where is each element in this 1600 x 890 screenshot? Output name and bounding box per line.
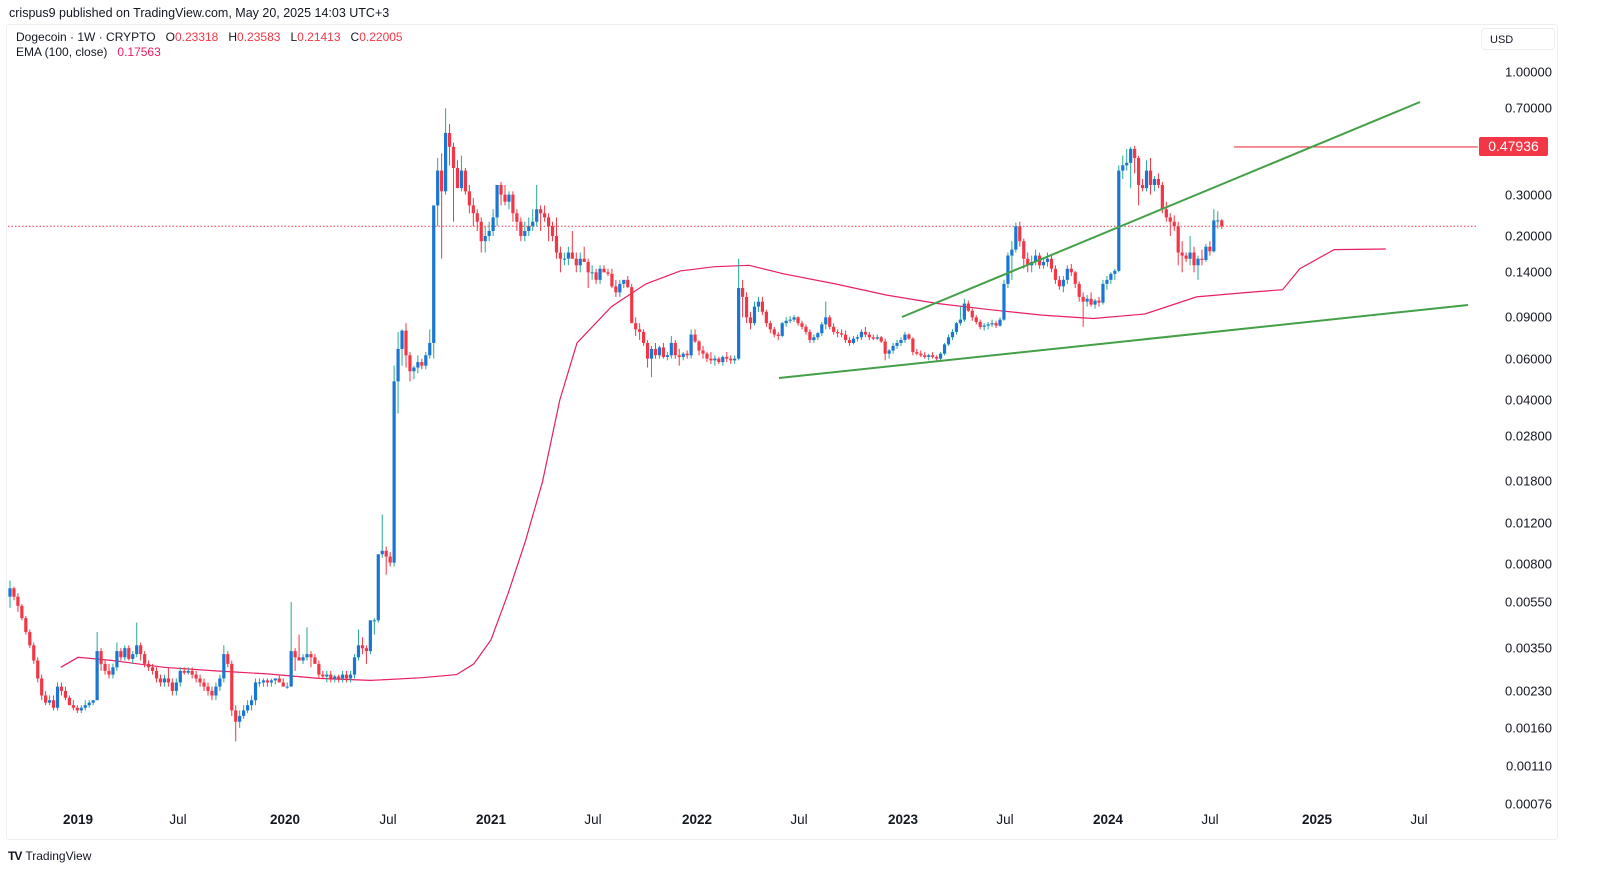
price-tick-label: 0.00350 bbox=[1505, 640, 1552, 656]
ema-legend-row[interactable]: EMA (100, close) 0.17563 bbox=[16, 45, 403, 60]
symbol-ohlc-row[interactable]: Dogecoin · 1W · CRYPTO O0.23318 H0.23583… bbox=[16, 30, 403, 44]
time-axis[interactable]: 2019 Jul 2020 Jul 2021 Jul 2022 Jul 2023 Jul 2024 J… bbox=[6, 812, 1480, 836]
chart-legend: Dogecoin · 1W · CRYPTO O0.23318 H0.23583… bbox=[16, 30, 403, 60]
price-tick-label: 0.01200 bbox=[1505, 515, 1552, 531]
time-tick-label: Jul bbox=[584, 812, 602, 827]
price-tick-label: 0.70000 bbox=[1505, 100, 1552, 116]
time-tick-label: 2020 bbox=[269, 812, 301, 827]
trendline-drawings[interactable] bbox=[778, 101, 1478, 379]
price-tick-label: 0.30000 bbox=[1505, 187, 1552, 203]
resistance-price-tag: 0.47936 bbox=[1479, 137, 1548, 156]
price-tick-label: 0.01800 bbox=[1505, 473, 1552, 489]
lower-wedge-trendline[interactable] bbox=[778, 304, 1469, 379]
brand-name: TradingView bbox=[25, 849, 92, 863]
open-value: 0.23318 bbox=[174, 30, 219, 44]
symbol-title: Dogecoin · 1W · CRYPTO bbox=[16, 30, 156, 44]
time-tick-label: 2025 bbox=[1301, 812, 1333, 827]
low-value: 0.21413 bbox=[297, 30, 341, 44]
ema-100-line bbox=[60, 248, 1386, 682]
price-tick-label: 0.09000 bbox=[1505, 309, 1552, 325]
candlestick-series bbox=[8, 108, 1224, 742]
close-value: 0.22005 bbox=[359, 30, 403, 44]
tradingview-logo-icon: TV bbox=[8, 849, 22, 863]
price-axis[interactable]: 1.00000 0.70000 0.30000 0.20000 0.14000 0.090… bbox=[1480, 0, 1558, 840]
time-tick-label: Jul bbox=[1410, 812, 1428, 827]
price-tick-label: 0.00076 bbox=[1505, 796, 1552, 812]
high-value: 0.23583 bbox=[237, 30, 281, 44]
ema-label: EMA (100, close) bbox=[16, 45, 108, 59]
price-tick-label: 1.00000 bbox=[1505, 64, 1552, 80]
time-tick-label: Jul bbox=[1201, 812, 1219, 827]
time-tick-label: 2021 bbox=[475, 812, 507, 827]
price-tick-label: 0.02800 bbox=[1505, 428, 1552, 444]
price-tick-label: 0.14000 bbox=[1505, 264, 1552, 280]
time-tick-label: 2024 bbox=[1092, 812, 1124, 827]
price-tick-label: 0.00550 bbox=[1505, 594, 1552, 610]
currency-selector[interactable]: USD bbox=[1481, 28, 1555, 50]
price-tick-label: 0.20000 bbox=[1505, 228, 1552, 244]
price-tick-label: 0.06000 bbox=[1505, 351, 1552, 367]
time-tick-label: Jul bbox=[996, 812, 1014, 827]
price-tick-label: 0.00110 bbox=[1505, 758, 1552, 774]
price-tick-label: 0.00230 bbox=[1505, 683, 1552, 699]
time-tick-label: Jul bbox=[169, 812, 187, 827]
time-tick-label: 2023 bbox=[887, 812, 919, 827]
time-tick-label: Jul bbox=[790, 812, 808, 827]
time-tick-label: Jul bbox=[379, 812, 397, 827]
ema-value: 0.17563 bbox=[117, 45, 161, 59]
time-tick-label: 2019 bbox=[62, 812, 94, 827]
upper-wedge-trendline[interactable] bbox=[901, 101, 1421, 318]
price-tick-label: 0.00160 bbox=[1505, 720, 1552, 736]
published-by-line: crispus9 published on TradingView.com, M… bbox=[9, 6, 390, 20]
chart-frame bbox=[6, 24, 1558, 840]
time-tick-label: 2022 bbox=[681, 812, 713, 827]
price-tick-label: 0.04000 bbox=[1505, 392, 1552, 408]
tradingview-watermark[interactable]: TV TradingView bbox=[8, 849, 91, 863]
price-tick-label: 0.00800 bbox=[1505, 556, 1552, 572]
